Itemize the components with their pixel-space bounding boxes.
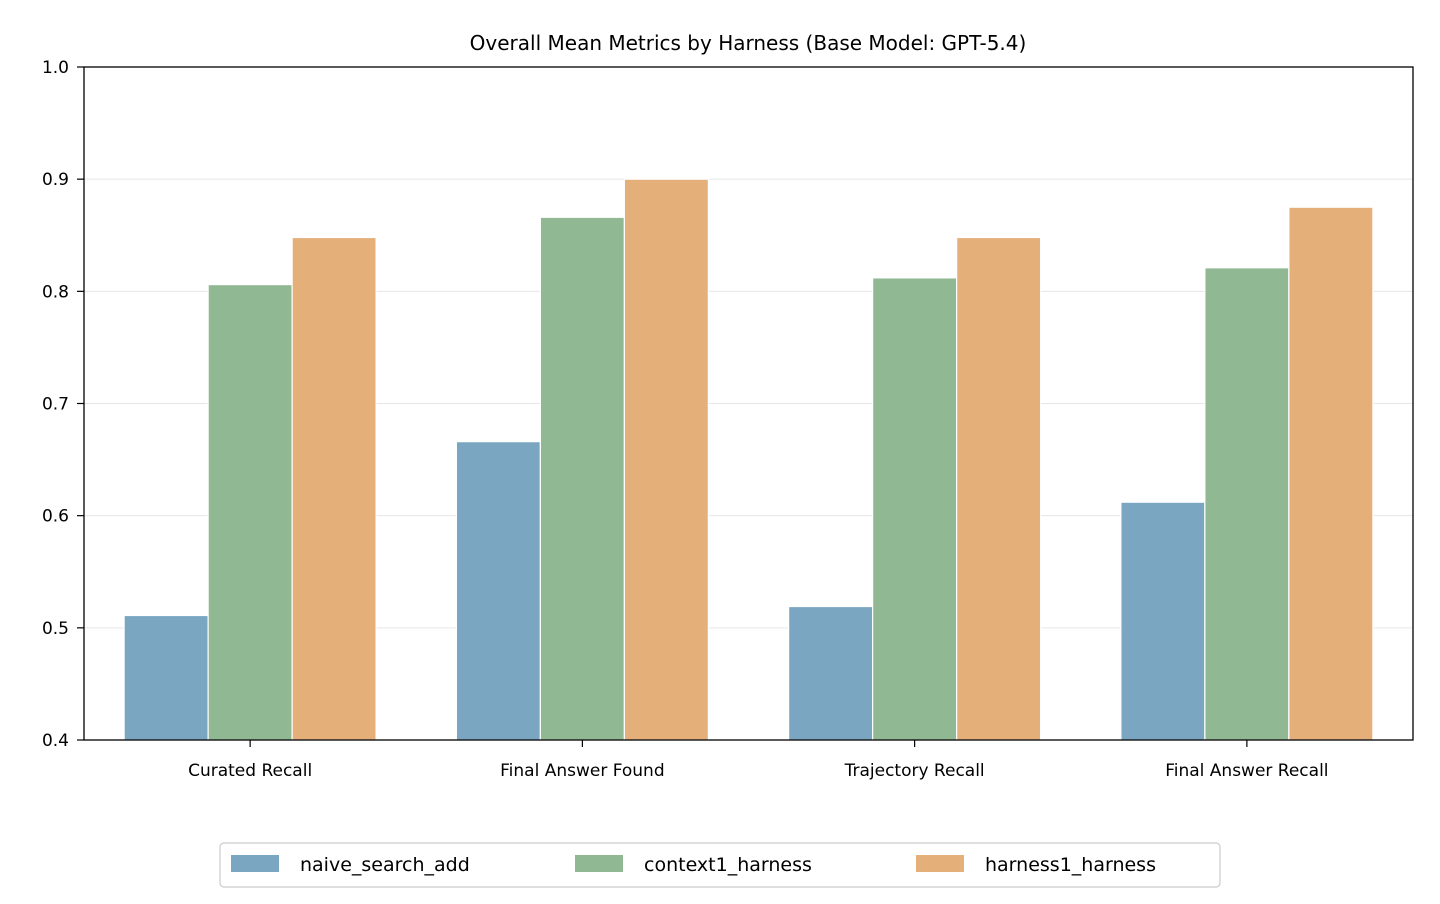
legend-label-harness1_harness: harness1_harness (985, 854, 1156, 876)
x-tick-label: Final Answer Recall (1165, 761, 1328, 781)
y-tick-label: 0.7 (42, 395, 69, 415)
bar-context1_harness-3 (1204, 267, 1290, 741)
y-tick-label: 0.4 (42, 731, 69, 751)
bar-context1_harness-2 (872, 277, 958, 741)
bar-context1_harness-1 (539, 216, 625, 741)
y-tick-label: 1.0 (42, 58, 69, 78)
bar-harness1_harness-0 (291, 236, 377, 741)
plot-frame (83, 66, 1414, 741)
legend: naive_search_add context1_harness harness1… (219, 842, 1221, 888)
x-tick-label: Curated Recall (188, 761, 312, 781)
bar-harness1_harness-3 (1288, 206, 1374, 741)
axes-group: Curated Recall Final Answer Found Trajecto… (42, 58, 1414, 781)
legend-swatch-harness1_harness (916, 855, 964, 872)
legend-label-context1_harness: context1_harness (644, 854, 812, 876)
bar-harness1_harness-2 (956, 236, 1042, 741)
y-tick-label: 0.5 (42, 619, 69, 639)
bar-naive_search_add-3 (1120, 501, 1206, 741)
legend-box (219, 842, 1221, 888)
x-tick-label: Trajectory Recall (844, 761, 985, 781)
bar-naive_search_add-2 (788, 605, 874, 741)
y-tick-label: 0.9 (42, 170, 69, 190)
legend-label-naive_search_add: naive_search_add (300, 854, 470, 876)
bar-context1_harness-0 (207, 284, 293, 741)
legend-swatch-context1_harness (575, 855, 623, 872)
y-tick-label: 0.8 (42, 282, 69, 302)
bar-harness1_harness-1 (623, 178, 709, 741)
y-tick-label: 0.6 (42, 507, 69, 527)
bar-naive_search_add-1 (455, 441, 541, 741)
legend-swatch-naive_search_add (231, 855, 279, 872)
chart-title: Overall Mean Metrics by Harness (Base Mo… (470, 31, 1027, 55)
x-tick-label: Final Answer Found (500, 761, 665, 781)
bar-naive_search_add-0 (123, 614, 209, 741)
bars-group (123, 178, 1374, 741)
